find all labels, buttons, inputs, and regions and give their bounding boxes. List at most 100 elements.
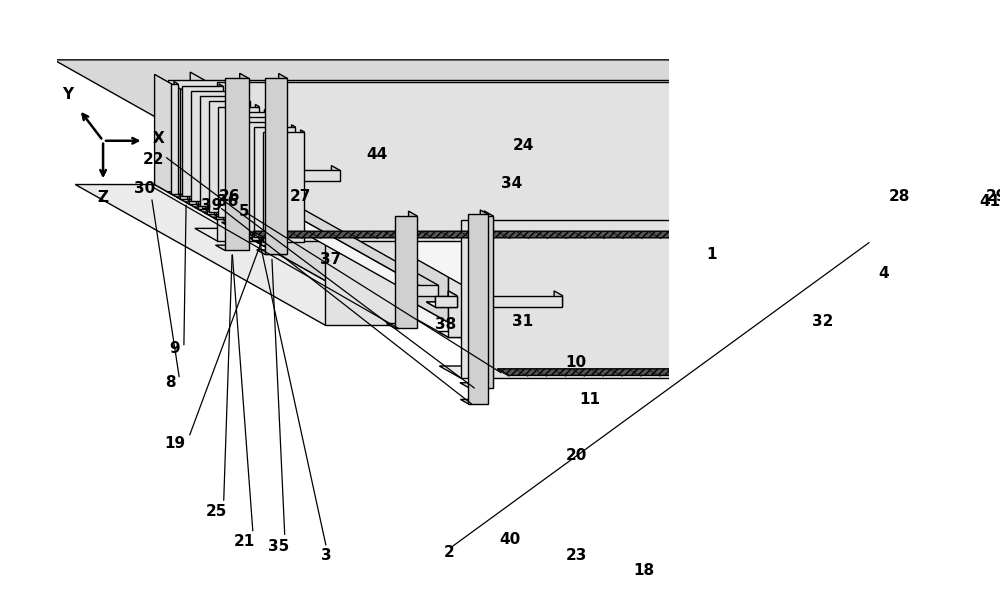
Text: 20: 20 [565, 449, 587, 463]
Polygon shape [948, 217, 1000, 337]
Polygon shape [222, 187, 438, 296]
Text: 41: 41 [980, 194, 1000, 209]
Polygon shape [975, 169, 1000, 314]
Text: 37: 37 [320, 252, 341, 267]
Polygon shape [185, 202, 196, 204]
Polygon shape [75, 185, 404, 325]
Polygon shape [237, 94, 241, 206]
Polygon shape [218, 106, 259, 217]
Polygon shape [187, 200, 232, 201]
Polygon shape [497, 369, 1000, 375]
Polygon shape [974, 170, 996, 181]
Polygon shape [200, 96, 241, 206]
Polygon shape [180, 89, 187, 199]
Polygon shape [232, 225, 277, 227]
Polygon shape [469, 216, 493, 388]
Text: 24: 24 [513, 138, 534, 152]
Polygon shape [448, 291, 457, 307]
Polygon shape [988, 166, 996, 181]
Polygon shape [395, 216, 417, 328]
Text: 9: 9 [169, 341, 180, 356]
Polygon shape [190, 72, 448, 314]
Polygon shape [260, 84, 475, 337]
Text: 31: 31 [512, 315, 534, 329]
Text: 22: 22 [143, 152, 165, 166]
Polygon shape [331, 166, 340, 181]
Polygon shape [438, 332, 1000, 337]
Polygon shape [155, 169, 448, 314]
Polygon shape [258, 242, 268, 245]
Polygon shape [966, 177, 996, 181]
Polygon shape [295, 191, 1000, 293]
Text: 40: 40 [499, 532, 521, 547]
Text: 18: 18 [633, 564, 654, 578]
Polygon shape [191, 91, 232, 201]
Polygon shape [869, 170, 939, 181]
Polygon shape [263, 132, 304, 242]
Text: 21: 21 [234, 534, 255, 549]
Polygon shape [484, 211, 493, 388]
Polygon shape [204, 177, 234, 181]
Text: 27: 27 [290, 189, 311, 204]
Polygon shape [226, 166, 234, 181]
Polygon shape [231, 227, 241, 230]
Polygon shape [215, 245, 249, 250]
Polygon shape [201, 97, 205, 209]
Text: 1: 1 [706, 247, 717, 263]
Polygon shape [931, 166, 939, 181]
Polygon shape [265, 78, 287, 255]
Polygon shape [216, 109, 223, 219]
Polygon shape [228, 112, 232, 225]
Polygon shape [254, 127, 295, 237]
Text: 4: 4 [879, 266, 889, 281]
Polygon shape [234, 217, 475, 337]
Text: 8: 8 [165, 375, 176, 390]
Polygon shape [974, 84, 984, 222]
Polygon shape [273, 114, 277, 227]
Text: 36: 36 [217, 194, 239, 209]
Polygon shape [223, 220, 268, 222]
Polygon shape [984, 187, 1000, 296]
Text: 29: 29 [986, 189, 1000, 204]
Polygon shape [217, 82, 983, 241]
Polygon shape [468, 214, 488, 404]
Polygon shape [860, 177, 939, 181]
Polygon shape [54, 60, 1000, 230]
Text: 28: 28 [889, 189, 910, 204]
Polygon shape [492, 296, 562, 307]
Polygon shape [198, 99, 205, 209]
Polygon shape [213, 217, 223, 219]
Polygon shape [954, 73, 963, 250]
Polygon shape [255, 127, 259, 239]
Text: 19: 19 [165, 436, 186, 451]
Polygon shape [997, 200, 1000, 201]
Polygon shape [900, 78, 922, 255]
Text: 38: 38 [435, 317, 456, 332]
Polygon shape [246, 122, 250, 234]
Polygon shape [554, 291, 562, 307]
Polygon shape [439, 366, 1000, 378]
Polygon shape [460, 400, 488, 404]
Polygon shape [194, 207, 205, 209]
Polygon shape [245, 122, 286, 232]
Text: 11: 11 [579, 392, 600, 406]
Text: Z: Z [98, 190, 109, 206]
Polygon shape [426, 302, 457, 307]
Polygon shape [355, 203, 1000, 230]
Polygon shape [966, 177, 996, 181]
Polygon shape [210, 102, 214, 214]
Polygon shape [204, 177, 234, 181]
Text: Y: Y [63, 87, 74, 102]
Polygon shape [325, 215, 404, 325]
Text: 23: 23 [565, 548, 587, 562]
Polygon shape [484, 302, 562, 307]
Polygon shape [174, 81, 178, 194]
Text: 10: 10 [566, 355, 587, 370]
Polygon shape [244, 176, 438, 296]
Polygon shape [227, 111, 268, 222]
Polygon shape [416, 285, 438, 296]
Polygon shape [226, 166, 234, 181]
Polygon shape [435, 296, 457, 307]
Polygon shape [409, 211, 417, 328]
Polygon shape [234, 119, 241, 230]
